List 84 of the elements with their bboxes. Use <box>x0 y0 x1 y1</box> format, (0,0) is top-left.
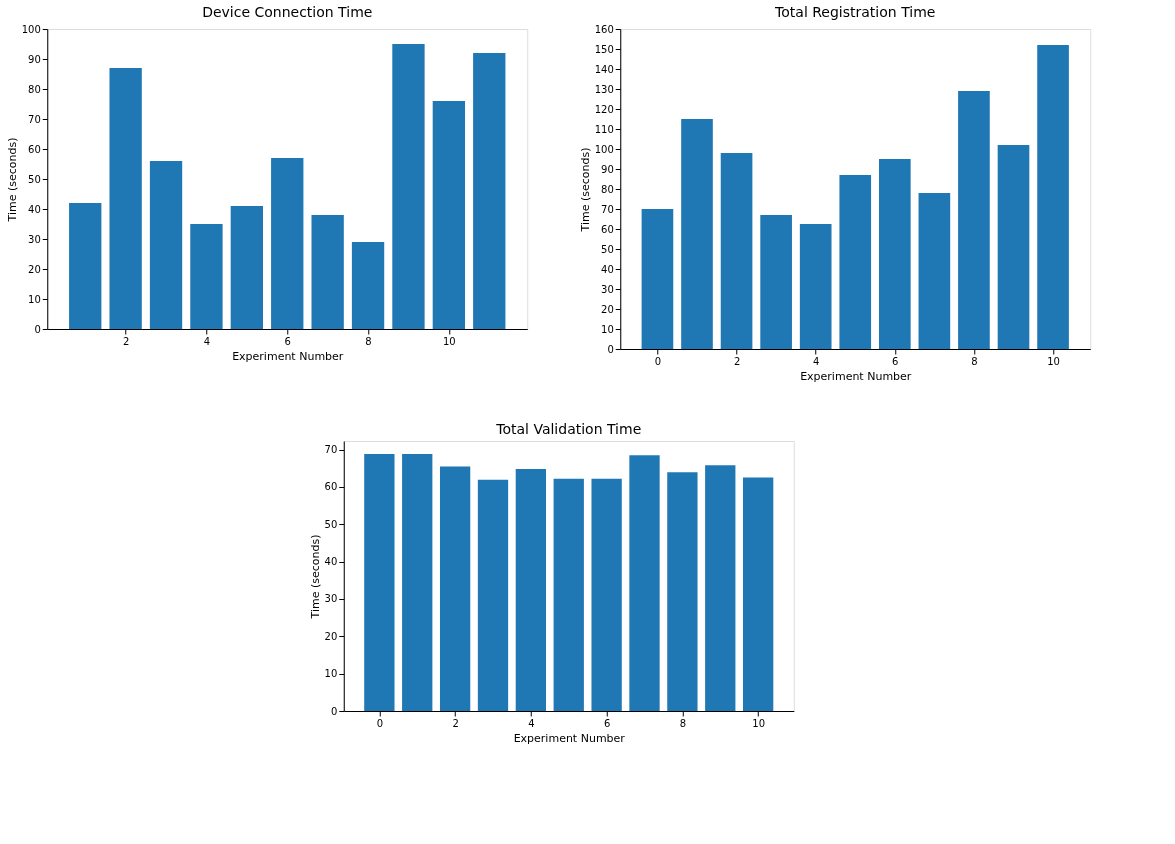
bar <box>149 161 183 329</box>
bar <box>1037 45 1069 349</box>
y-tick-label: 60 <box>601 223 614 235</box>
bar <box>271 158 304 329</box>
y-tick-label: 20 <box>601 303 614 315</box>
y-tick-label: 0 <box>34 323 41 335</box>
bar <box>473 53 506 329</box>
y-tick-label: 0 <box>330 705 338 717</box>
x-tick-label: 4 <box>203 335 211 347</box>
y-tick-label: 120 <box>594 103 614 115</box>
y-axis-title: Time (seconds) <box>308 534 322 620</box>
y-tick-label: 10 <box>601 323 614 335</box>
x-tick-label: 10 <box>752 717 766 729</box>
y-tick-label: 110 <box>594 123 614 135</box>
bar <box>958 91 990 349</box>
bar <box>918 193 951 349</box>
y-axis-title: Time (seconds) <box>578 147 592 233</box>
y-tick-label: 10 <box>28 293 41 305</box>
y-tick-label: 60 <box>28 143 41 155</box>
x-tick-label: 4 <box>813 355 820 367</box>
bar <box>681 119 713 349</box>
x-axis-title: Experiment Number <box>800 369 912 383</box>
x-tick-label: 10 <box>1047 355 1060 367</box>
x-tick-label: 0 <box>654 355 662 367</box>
x-tick-label: 6 <box>603 717 611 729</box>
bar <box>69 203 102 329</box>
x-tick-label: 2 <box>733 355 741 367</box>
bar <box>641 209 674 349</box>
bar <box>799 224 832 349</box>
bar <box>190 224 223 329</box>
y-tick-label: 140 <box>594 63 614 75</box>
y-tick-label: 20 <box>28 263 41 275</box>
bar <box>839 175 872 349</box>
x-axis-title: Experiment Number <box>513 731 626 745</box>
bar <box>311 215 344 329</box>
y-tick-label: 70 <box>324 444 338 456</box>
y-tick-label: 70 <box>28 113 41 125</box>
x-tick-label: 0 <box>376 717 384 729</box>
y-axis-title: Time (seconds) <box>5 137 19 223</box>
chart-title: Total Registration Time <box>774 4 936 20</box>
y-tick-label: 50 <box>28 173 41 185</box>
bar <box>878 159 911 349</box>
x-tick-label: 8 <box>679 717 687 729</box>
y-tick-label: 90 <box>601 163 614 175</box>
bar <box>760 215 792 349</box>
y-tick-label: 50 <box>324 518 338 530</box>
y-tick-label: 40 <box>324 556 338 568</box>
y-tick-label: 10 <box>324 668 338 680</box>
y-tick-label: 100 <box>21 23 41 35</box>
y-tick-label: 40 <box>28 203 41 215</box>
y-tick-label: 100 <box>594 143 614 155</box>
y-tick-label: 60 <box>324 481 338 493</box>
y-tick-label: 30 <box>28 233 41 245</box>
bar <box>720 153 753 349</box>
x-tick-label: 8 <box>971 355 978 367</box>
chart-title: Total Validation Time <box>495 421 642 437</box>
y-tick-label: 20 <box>324 630 338 642</box>
y-tick-label: 70 <box>601 203 614 215</box>
y-tick-label: 50 <box>601 243 614 255</box>
bar <box>109 68 142 329</box>
x-tick-label: 10 <box>443 335 456 347</box>
x-tick-label: 6 <box>892 355 899 367</box>
y-tick-label: 40 <box>601 263 614 275</box>
y-tick-label: 90 <box>28 53 41 65</box>
y-tick-label: 0 <box>607 343 614 355</box>
x-tick-label: 2 <box>452 717 459 729</box>
bar <box>997 145 1030 349</box>
x-tick-label: 6 <box>284 335 291 347</box>
y-tick-label: 150 <box>594 43 614 55</box>
y-tick-label: 80 <box>601 183 614 195</box>
x-tick-label: 8 <box>365 335 372 347</box>
bar <box>432 101 466 329</box>
x-tick-label: 2 <box>122 335 130 347</box>
y-tick-label: 130 <box>594 83 614 95</box>
bar <box>230 206 264 329</box>
y-tick-label: 30 <box>601 283 614 295</box>
chart-title: Device Connection Time <box>202 4 373 20</box>
x-tick-label: 4 <box>528 717 535 729</box>
y-tick-label: 30 <box>324 593 338 605</box>
bar <box>392 44 425 329</box>
x-axis-title: Experiment Number <box>232 349 344 363</box>
y-tick-label: 80 <box>28 83 41 95</box>
bar <box>351 242 385 329</box>
y-tick-label: 160 <box>594 23 614 35</box>
